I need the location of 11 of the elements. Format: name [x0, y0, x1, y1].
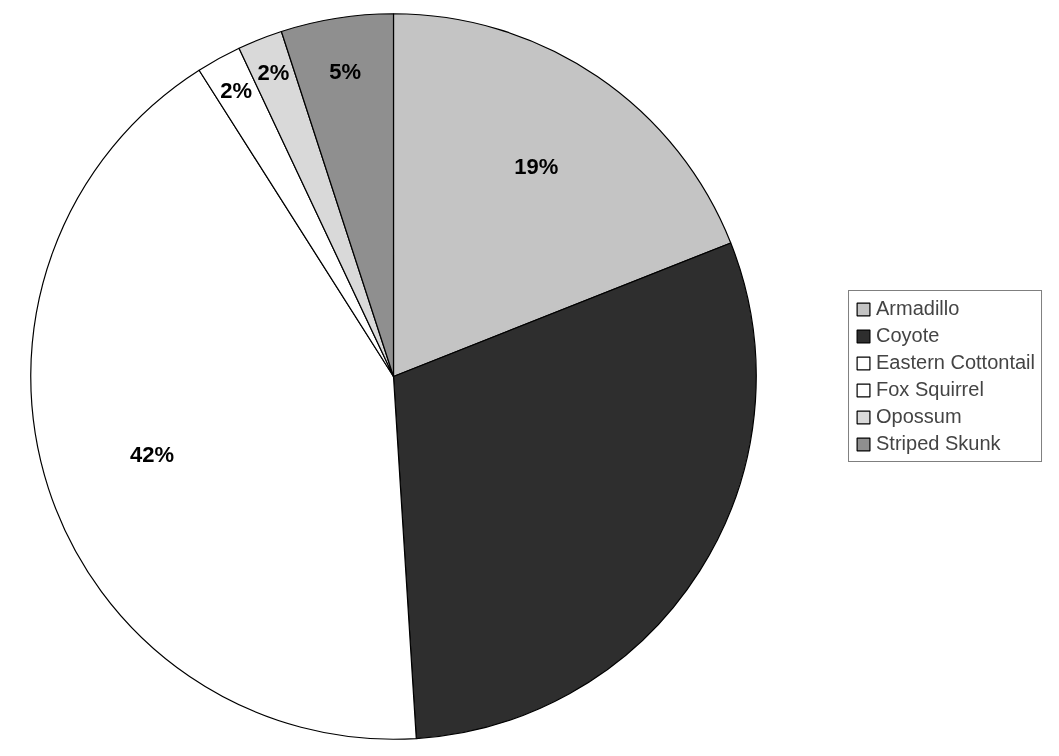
legend-label: Armadillo	[876, 297, 960, 320]
data-label: 19%	[514, 153, 559, 179]
data-label: 2%	[257, 60, 290, 86]
legend-label: Opossum	[876, 405, 962, 428]
data-label: 42%	[129, 442, 175, 468]
legend-label: Striped Skunk	[876, 432, 1001, 455]
legend-label: Fox Squirrel	[876, 378, 984, 401]
legend-label: Coyote	[876, 324, 940, 347]
legend-label: Eastern Cottontail	[876, 351, 1035, 374]
data-label: 2%	[220, 77, 253, 103]
data-label: 5%	[329, 59, 362, 85]
